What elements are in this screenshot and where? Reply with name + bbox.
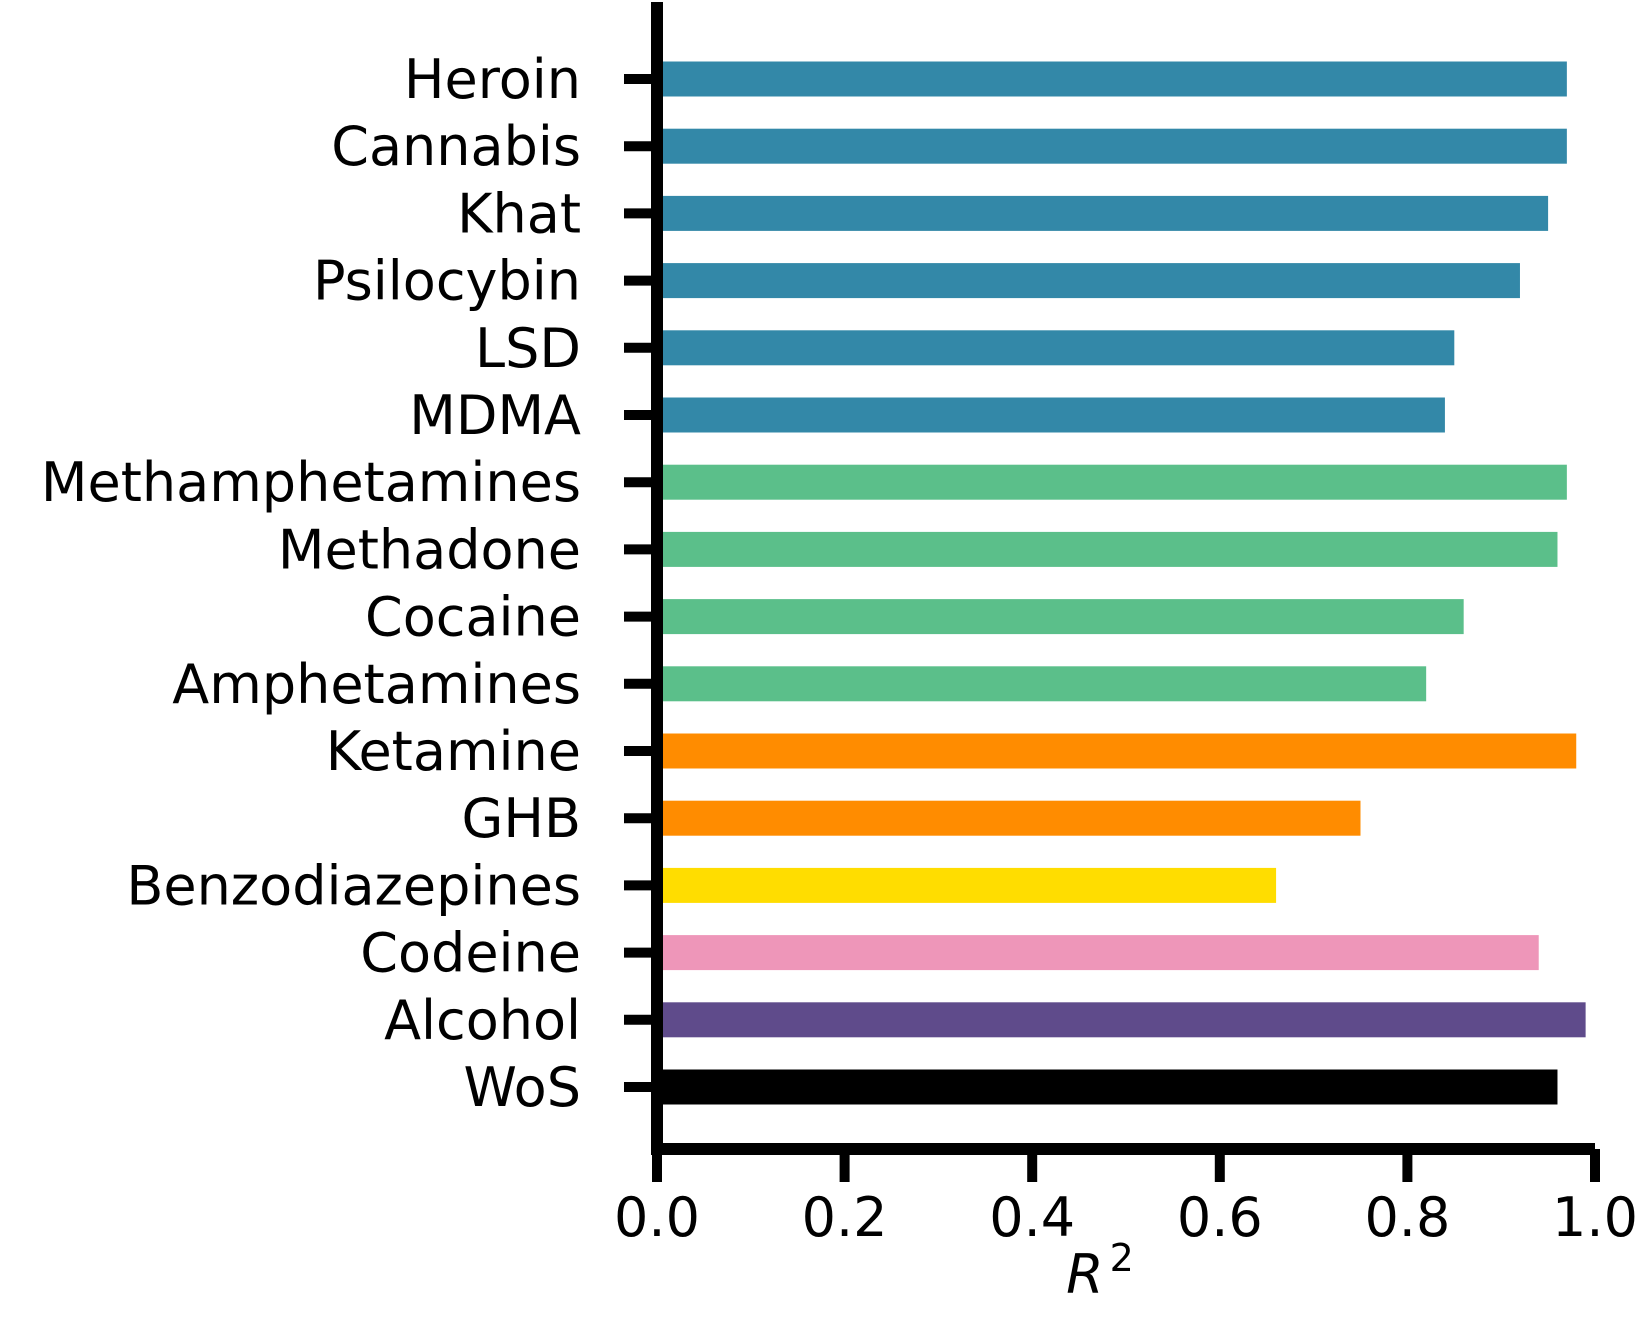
bar-ketamine <box>657 733 1577 769</box>
bar-codeine <box>657 935 1539 971</box>
category-label-wos: WoS <box>463 1056 581 1119</box>
category-labels: HeroinCannabisKhatPsilocybinLSDMDMAMetha… <box>41 48 581 1119</box>
bar-benzodiazepines <box>657 867 1277 903</box>
bar-heroin <box>657 61 1567 97</box>
category-label-ghb: GHB <box>462 787 582 850</box>
x-tick-label-0-8: 0.8 <box>1364 1186 1450 1249</box>
x-tick-labels: 0.0 0.2 0.4 0.6 0.8 1.0 <box>614 1186 1637 1249</box>
x-axis-title-superscript: 2 <box>1110 1236 1134 1280</box>
bar-methadone <box>657 531 1558 567</box>
x-tick-label-0-2: 0.2 <box>802 1186 888 1249</box>
x-tick-label-1: 1.0 <box>1552 1186 1637 1249</box>
category-label-cannabis: Cannabis <box>331 115 581 178</box>
category-label-lsd: LSD <box>475 317 581 380</box>
category-label-alcohol: Alcohol <box>384 989 581 1052</box>
bar-lsd <box>657 330 1455 366</box>
category-label-codeine: Codeine <box>360 922 581 985</box>
bar-psilocybin <box>657 263 1520 299</box>
category-label-methadone: Methadone <box>278 518 581 581</box>
category-label-heroin: Heroin <box>404 48 581 111</box>
bars-layer <box>657 61 1586 1105</box>
category-label-mdma: MDMA <box>409 384 581 447</box>
category-label-benzodiazepines: Benzodiazepines <box>126 854 581 917</box>
category-label-amphetamines: Amphetamines <box>172 653 581 716</box>
bar-ghb <box>657 800 1361 836</box>
bar-methamphetamines <box>657 464 1567 500</box>
x-ticks <box>652 1149 1600 1182</box>
x-tick-label-0: 0.0 <box>614 1186 700 1249</box>
x-axis-title-main: R <box>1066 1243 1104 1306</box>
bar-amphetamines <box>657 666 1427 702</box>
bar-cocaine <box>657 599 1464 635</box>
x-tick-label-0-4: 0.4 <box>989 1186 1075 1249</box>
category-label-methamphetamines: Methamphetamines <box>41 451 581 514</box>
x-tick-label-0-6: 0.6 <box>1177 1186 1263 1249</box>
category-label-cocaine: Cocaine <box>365 586 581 649</box>
category-label-khat: Khat <box>457 182 581 245</box>
bar-alcohol <box>657 1002 1586 1038</box>
category-label-psilocybin: Psilocybin <box>313 250 581 313</box>
category-label-ketamine: Ketamine <box>326 720 581 783</box>
bar-wos <box>657 1069 1558 1105</box>
bar-cannabis <box>657 128 1567 164</box>
bar-khat <box>657 195 1549 231</box>
bar-mdma <box>657 397 1445 433</box>
